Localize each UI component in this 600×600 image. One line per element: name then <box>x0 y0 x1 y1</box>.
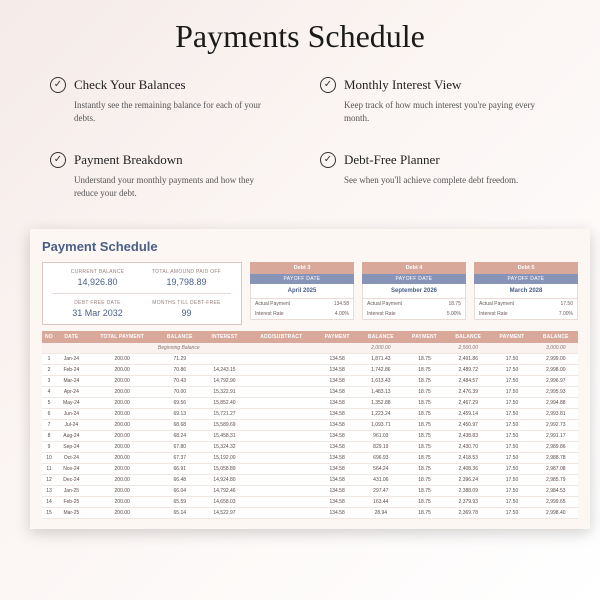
debt-card: Debt 5PAYOFF DATEMarch 2028Actual Paymen… <box>474 262 578 325</box>
feature-item: ✓ Payment Breakdown Understand your monthl… <box>50 152 280 199</box>
feature-desc: Instantly see the remaining balance for … <box>74 99 280 124</box>
table-row: 15Mar-25200.0065.1414,522.97134.5828.941… <box>42 508 578 519</box>
col-header: PAYMENT <box>403 331 446 343</box>
table-row: 4Apr-24200.0070.0015,322.91134.581,483.1… <box>42 387 578 398</box>
check-icon: ✓ <box>50 77 66 93</box>
page-title: Payments Schedule <box>30 18 570 55</box>
table-row: 9Sep-24200.0067.8015,324.32134.58829.191… <box>42 442 578 453</box>
feature-title: Check Your Balances <box>74 77 186 93</box>
payoff-label: PAYOFF DATE <box>362 274 466 284</box>
feature-title: Debt-Free Planner <box>344 152 440 168</box>
table-row: 12Dec-24200.0066.4814,924.80134.58431.06… <box>42 475 578 486</box>
col-header: BALANCE <box>158 331 202 343</box>
col-header: ADD/SUBTRACT <box>247 331 316 343</box>
table-row: 6Jun-24200.0069.1315,721.27134.581,223.2… <box>42 409 578 420</box>
col-header: PAYMENT <box>490 331 533 343</box>
col-header: INTEREST <box>202 331 247 343</box>
summary-value: 14,926.80 <box>53 277 142 287</box>
table-row: 7Jul-24200.0068.6815,589.69134.581,093.7… <box>42 420 578 431</box>
feature-item: ✓ Check Your Balances Instantly see the re… <box>50 77 280 124</box>
col-header: BALANCE <box>534 331 578 343</box>
debt-name: Debt 5 <box>474 262 578 274</box>
col-header: BALANCE <box>359 331 403 343</box>
table-row: 5May-24200.0069.5615,852.40134.581,352.8… <box>42 398 578 409</box>
payoff-date: April 2025 <box>250 284 354 299</box>
payoff-date: September 2026 <box>362 284 466 299</box>
debt-card: Debt 4PAYOFF DATESeptember 2026Actual Pa… <box>362 262 466 325</box>
table-row: 10Oct-24200.0067.3715,192.00134.58696.93… <box>42 453 578 464</box>
table-row-beginning: Beginning Balance2,000.002,500.003,000.0… <box>42 343 578 354</box>
check-icon: ✓ <box>50 152 66 168</box>
payoff-label: PAYOFF DATE <box>474 274 578 284</box>
summary-label: TOTAL AMOUND PAID OFF <box>142 269 231 275</box>
summary-box: CURRENT BALANCE 14,926.80 TOTAL AMOUND P… <box>42 262 242 325</box>
schedule-table: NODATETOTAL PAYMENTBALANCEINTERESTADD/SU… <box>42 331 578 519</box>
check-icon: ✓ <box>320 152 336 168</box>
panel-title: Payment Schedule <box>42 239 578 254</box>
feature-desc: Understand your monthly payments and how… <box>74 174 280 199</box>
table-row: 3Mar-24200.0070.4314,792.90134.581,613.4… <box>42 376 578 387</box>
col-header: DATE <box>56 331 87 343</box>
payoff-label: PAYOFF DATE <box>250 274 354 284</box>
table-row: 8Aug-24200.0068.2415,458.31134.58961.031… <box>42 431 578 442</box>
feature-item: ✓ Monthly Interest View Keep track of how … <box>320 77 550 124</box>
summary-value: 19,798.89 <box>142 277 231 287</box>
spreadsheet-screenshot: Payment Schedule CURRENT BALANCE 14,926.… <box>30 229 590 529</box>
debt-card: Debt 3PAYOFF DATEApril 2025Actual Paymen… <box>250 262 354 325</box>
feature-desc: See when you'll achieve complete debt fr… <box>344 174 550 187</box>
feature-title: Payment Breakdown <box>74 152 183 168</box>
col-header: BALANCE <box>446 331 490 343</box>
col-header: TOTAL PAYMENT <box>87 331 158 343</box>
table-row: 2Feb-24200.0070.8614,243.15134.581,742.8… <box>42 365 578 376</box>
table-row: 1Jan-24200.0071.29134.581,871.4318.752,4… <box>42 354 578 365</box>
summary-label: CURRENT BALANCE <box>53 269 142 275</box>
summary-value: 99 <box>142 308 231 318</box>
feature-grid: ✓ Check Your Balances Instantly see the re… <box>30 77 570 219</box>
col-header: NO <box>42 331 56 343</box>
feature-item: ✓ Debt-Free Planner See when you'll achiev… <box>320 152 550 199</box>
payoff-date: March 2028 <box>474 284 578 299</box>
check-icon: ✓ <box>320 77 336 93</box>
debt-name: Debt 3 <box>250 262 354 274</box>
feature-title: Monthly Interest View <box>344 77 461 93</box>
summary-value: 31 Mar 2032 <box>53 308 142 318</box>
table-row: 14Feb-25200.0065.5914,658.03134.58163.44… <box>42 497 578 508</box>
feature-desc: Keep track of how much interest you're p… <box>344 99 550 124</box>
table-row: 11Nov-24200.0066.9115,058.89134.58564.24… <box>42 464 578 475</box>
debt-name: Debt 4 <box>362 262 466 274</box>
col-header: PAYMENT <box>316 331 359 343</box>
summary-label: MONTHS TILL DEBT-FREE <box>142 300 231 306</box>
table-row: 13Jan-25200.0066.0414,792.46134.58297.47… <box>42 486 578 497</box>
summary-label: DEBT FREE DATE <box>53 300 142 306</box>
